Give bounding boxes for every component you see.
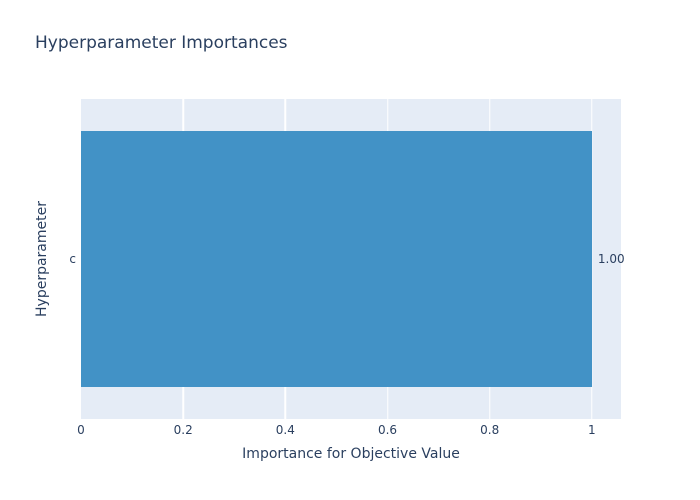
x-tick-label-0.2: 0.2 <box>173 423 193 437</box>
x-tick-labels: 0 0.2 0.4 0.6 0.8 1 <box>77 423 621 439</box>
x-tick-label-0.6: 0.6 <box>377 423 398 437</box>
x-tick-label-0: 0 <box>77 423 85 437</box>
plot-area: 1.00 <box>81 99 625 419</box>
y-axis-title: Hyperparameter <box>34 201 50 317</box>
x-axis-title: Importance for Objective Value <box>242 446 460 462</box>
x-tick-label-0.4: 0.4 <box>275 423 295 437</box>
gridline <box>591 99 593 419</box>
x-tick-label-1: 1 <box>588 423 596 437</box>
chart-title: Hyperparameter Importances <box>35 33 288 53</box>
bar-value-label: 1.00 <box>597 252 625 266</box>
x-tick-label-0.8: 0.8 <box>480 423 500 437</box>
bar-c[interactable] <box>81 131 592 387</box>
y-tick-label-c: c <box>69 252 76 266</box>
